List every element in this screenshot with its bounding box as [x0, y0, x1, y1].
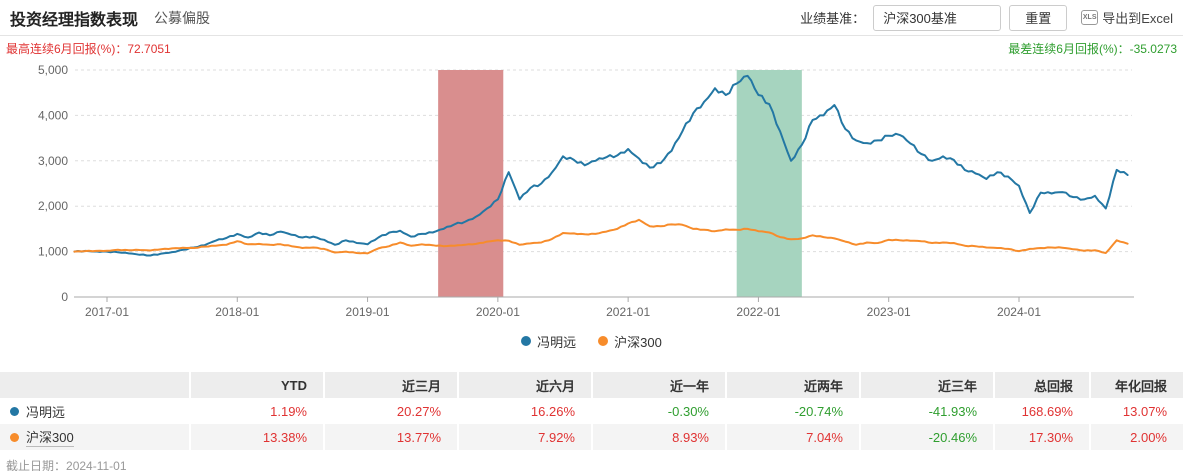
table-column-header: 近三年 [859, 372, 994, 398]
return-value-cell: 13.77% [323, 424, 458, 450]
y-axis-label: 2,000 [38, 199, 68, 213]
x-axis-label: 2020-01 [476, 305, 520, 319]
return-value-cell: 13.07% [1089, 398, 1183, 424]
x-axis-label: 2019-01 [346, 305, 390, 319]
return-value-cell: 13.38% [189, 424, 324, 450]
return-value-cell: -0.30% [591, 398, 726, 424]
benchmark-selected-value: 沪深300基准 [883, 11, 957, 26]
returns-table-wrap: YTD 近三月 近六月 近一年 近两年 近三年 总回报 年化回报 冯明远 1.19% 20.27%… [0, 372, 1183, 450]
return-value-cell: -20.74% [725, 398, 860, 424]
return-value-cell: 7.04% [725, 424, 860, 450]
table-column-header: 近两年 [725, 372, 860, 398]
table-column-header: 近六月 [457, 372, 592, 398]
return-value-cell: -41.93% [859, 398, 994, 424]
return-value-cell: 20.27% [323, 398, 458, 424]
legend-dot-icon [521, 336, 532, 346]
series-name[interactable]: 沪深300 [26, 427, 74, 447]
legend-label: 沪深300 [614, 334, 662, 350]
table-row: 冯明远 1.19% 20.27% 16.26% -0.30% -20.74% -41.93%… [0, 398, 1183, 424]
series-line-hs300 [73, 218, 1129, 255]
series-dot-icon [10, 432, 19, 442]
table-column-header: YTD [189, 372, 324, 398]
best-6m-return-stat: 最高连续6月回报(%)：72.7051 [6, 41, 171, 56]
y-axis-label: 1,000 [38, 245, 68, 259]
series-dot-icon [10, 406, 19, 416]
xls-file-icon: XLS [1081, 10, 1099, 25]
legend-item-hs300[interactable]: 沪深300 [598, 332, 662, 351]
x-axis-label: 2024-01 [997, 305, 1041, 319]
page-subtitle: 公募偏股 [154, 9, 211, 26]
export-excel-button[interactable]: XLS 导出到Excel [1081, 8, 1173, 27]
page-title: 投资经理指数表现 [10, 11, 139, 29]
table-column-header [0, 372, 190, 398]
y-axis-label: 4,000 [38, 108, 68, 122]
worst-window-band [736, 70, 802, 297]
return-value-cell: -20.46% [859, 424, 994, 450]
return-value-cell: 2.00% [1089, 424, 1183, 450]
return-value-cell: 168.69% [993, 398, 1090, 424]
return-value-cell: 16.26% [457, 398, 592, 424]
return-value-cell: 8.93% [591, 424, 726, 450]
y-axis: 0 1,000 2,000 3,000 4,000 5,000 [38, 63, 68, 304]
x-axis-label: 2021-01 [606, 305, 650, 319]
benchmark-select[interactable]: 沪深300基准 [873, 4, 1002, 31]
reset-button[interactable]: 重置 [1009, 4, 1068, 31]
return-value-cell: 7.92% [457, 424, 592, 450]
table-row: 沪深300 13.38% 13.77% 7.92% 8.93% 7.04% -20.46% 1… [0, 424, 1183, 450]
y-axis-label: 3,000 [38, 154, 68, 168]
performance-chart[interactable]: 2017-01 2018-01 2019-01 2020-01 2021-01 2022-… [0, 60, 1183, 330]
returns-table: YTD 近三月 近六月 近一年 近两年 近三年 总回报 年化回报 冯明远 1.19% 20.27%… [0, 372, 1183, 450]
benchmark-label: 业绩基准： [800, 11, 866, 26]
legend-label: 冯明远 [537, 334, 577, 350]
export-excel-label: 导出到Excel [1102, 11, 1173, 26]
x-axis-label: 2022-01 [736, 305, 780, 319]
table-column-header: 近三月 [323, 372, 458, 398]
toolbar: 投资经理指数表现 公募偏股 业绩基准： 沪深300基准 重置 XLS 导出到Ex… [0, 0, 1183, 36]
as-of-date: 截止日期：2024-11-01 [6, 459, 127, 471]
y-axis-label: 5,000 [38, 63, 68, 77]
x-axis-label: 2018-01 [215, 305, 259, 319]
legend-dot-icon [598, 336, 609, 346]
x-axis: 2017-01 2018-01 2019-01 2020-01 2021-01 2022-… [74, 296, 1134, 319]
series-line-fengmingyuan [73, 74, 1129, 257]
x-axis-label: 2017-01 [85, 305, 129, 319]
table-column-header: 年化回报 [1089, 372, 1183, 398]
table-column-header: 总回报 [993, 372, 1090, 398]
x-axis-label: 2023-01 [867, 305, 911, 319]
series-name: 冯明远 [26, 404, 66, 420]
gridlines [75, 69, 1132, 253]
y-axis-label: 0 [61, 290, 68, 304]
table-column-header: 近一年 [591, 372, 726, 398]
return-value-cell: 1.19% [189, 398, 324, 424]
return-stats-strip: 最高连续6月回报(%)：72.7051 最差连续6月回报(%)：-35.0273 [0, 36, 1183, 60]
worst-6m-return-stat: 最差连续6月回报(%)：-35.0273 [1008, 41, 1177, 56]
chart-legend: 冯明远 沪深300 [0, 330, 1183, 352]
return-value-cell: 17.30% [993, 424, 1090, 450]
legend-item-fengmingyuan[interactable]: 冯明远 [521, 332, 576, 351]
best-window-band [438, 70, 504, 297]
